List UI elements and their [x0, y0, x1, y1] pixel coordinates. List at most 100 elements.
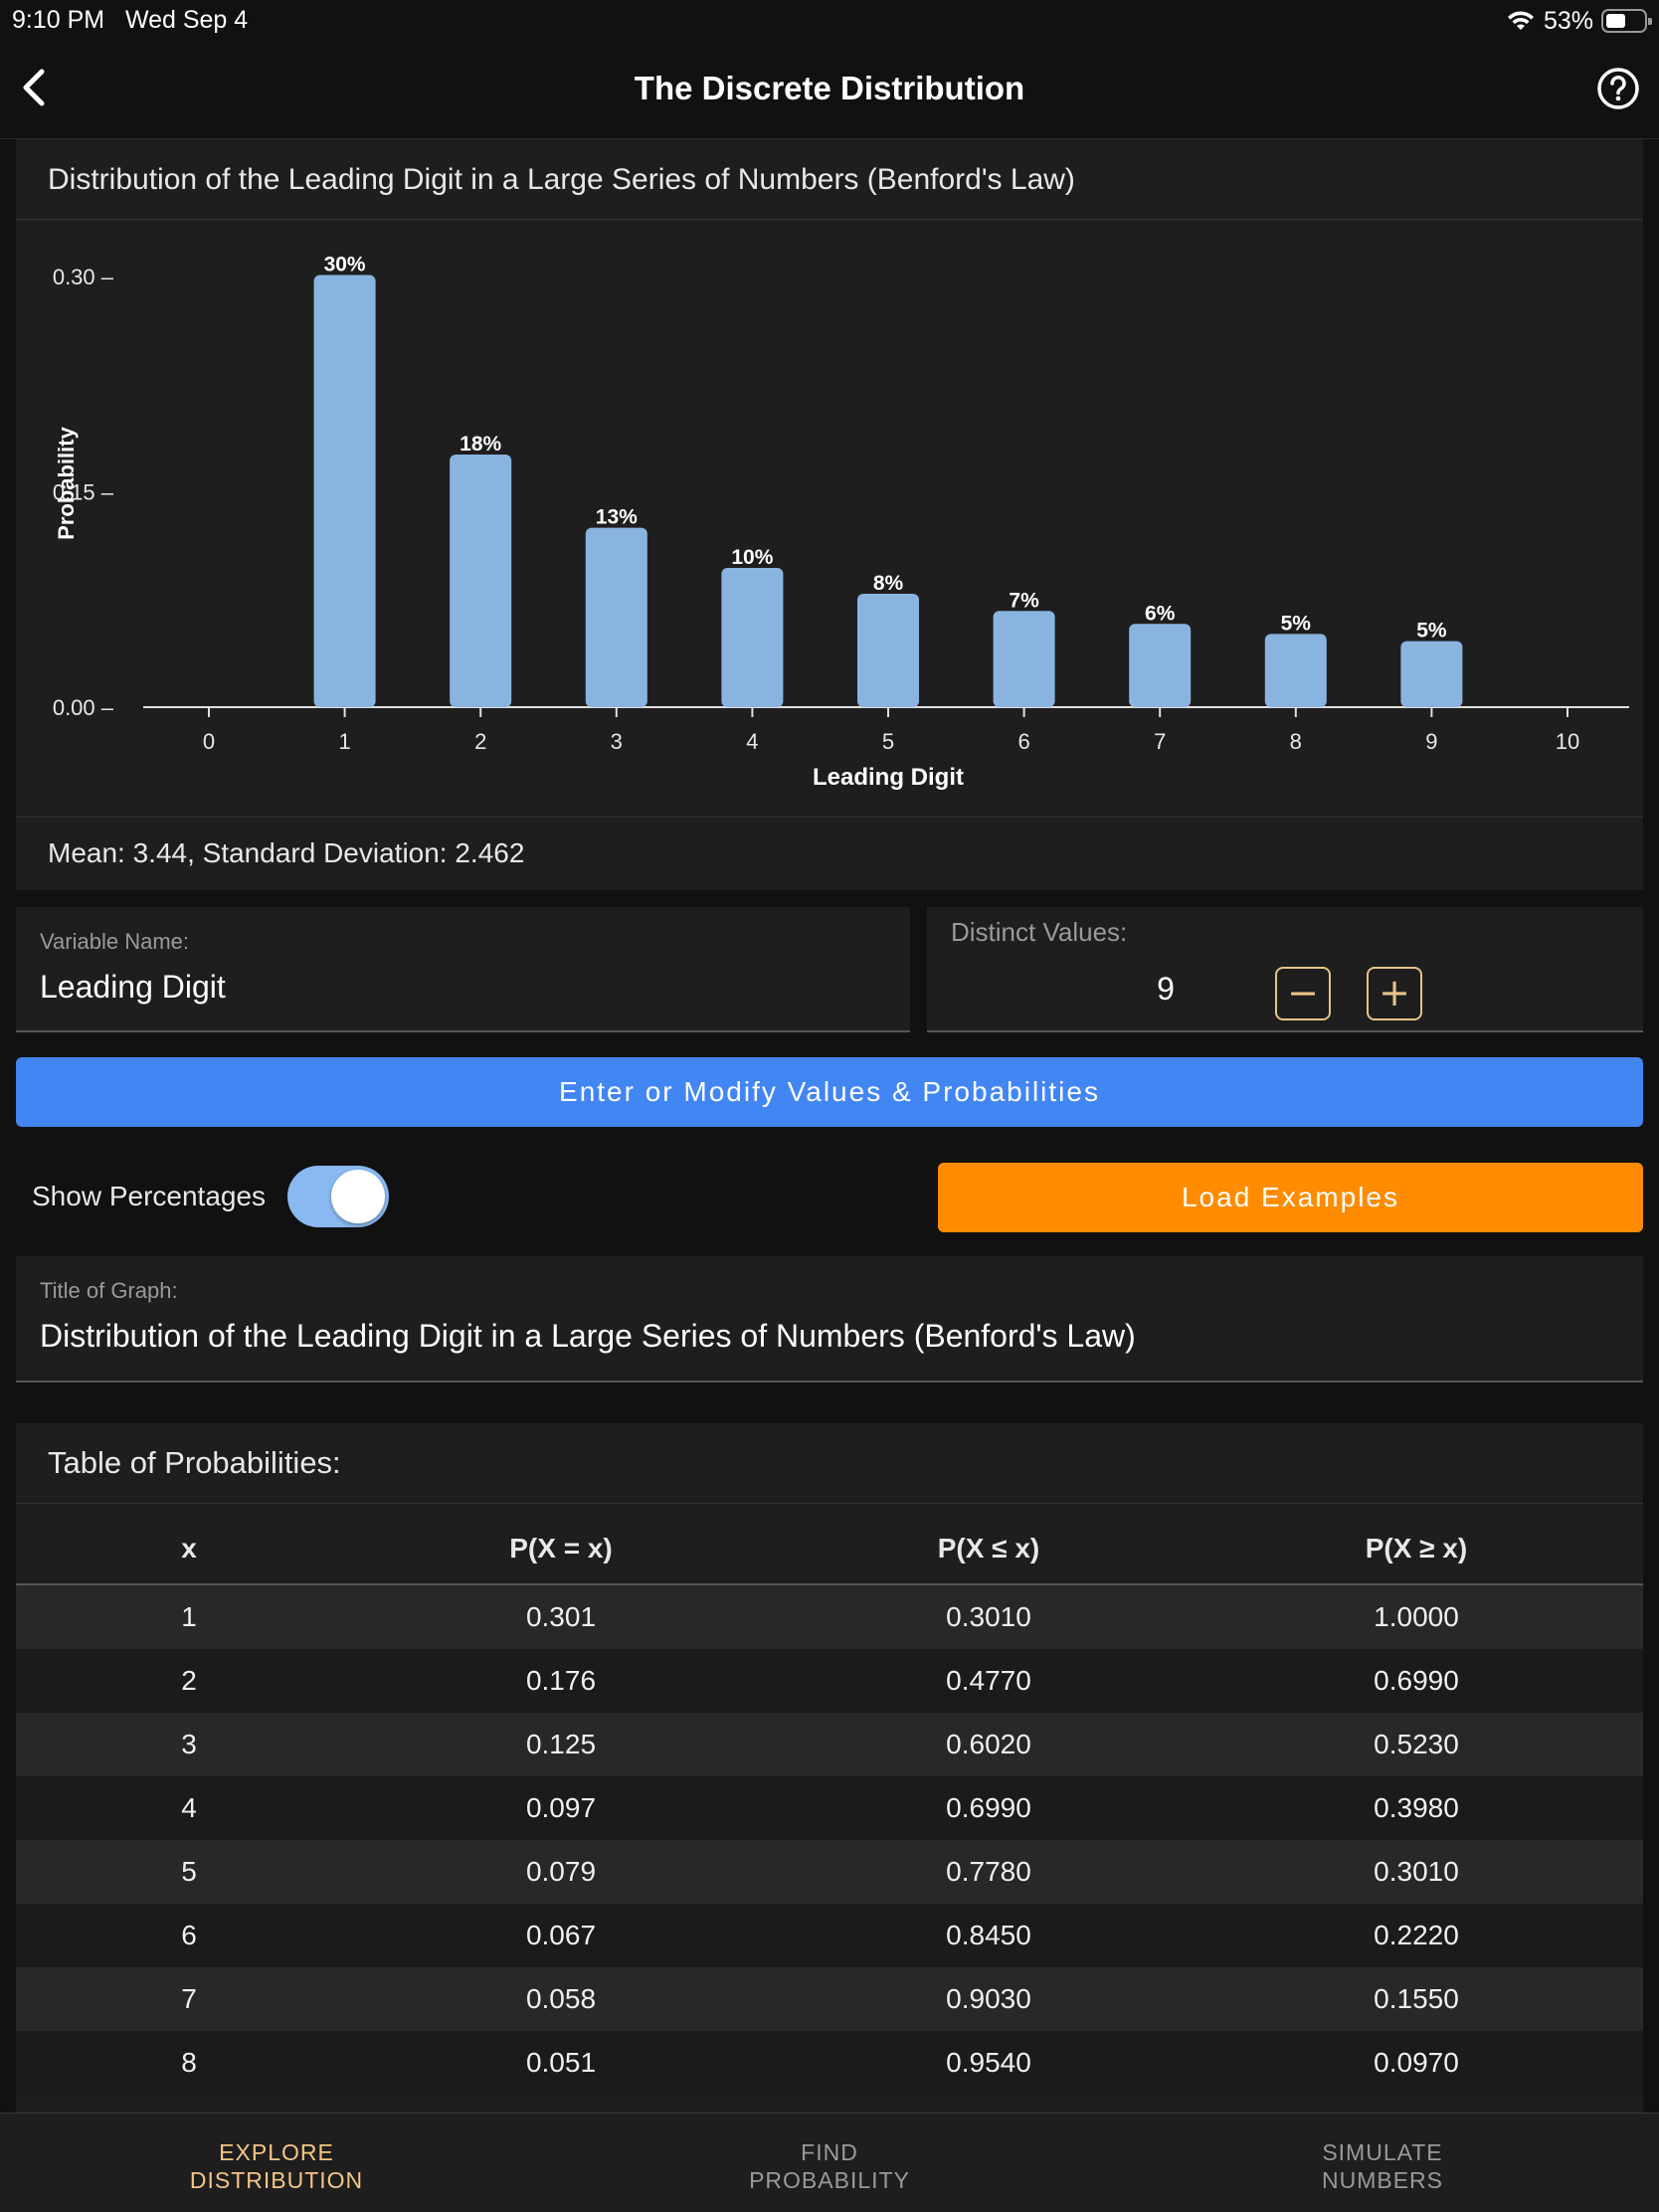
- table-cell: 0.176: [525, 1665, 597, 1696]
- status-date: Wed Sep 4: [124, 6, 249, 34]
- probability-table: Table of Probabilities: x P(X = x) P(X ≤…: [16, 1423, 1643, 2113]
- x-tick-label: 10: [1556, 729, 1579, 754]
- x-tick-label: 5: [882, 729, 894, 754]
- table-cell: 0.7780: [946, 1856, 1031, 1887]
- table-cell: 0.079: [525, 1856, 597, 1887]
- decrement-button[interactable]: −: [1275, 967, 1331, 1020]
- column-header: P(X = x): [509, 1533, 613, 1564]
- table-cell: 0.3980: [1374, 1792, 1459, 1823]
- x-axis-label: Leading Digit: [813, 764, 964, 791]
- bar-data-label: 10%: [731, 546, 773, 569]
- table-cell: 0.0970: [1374, 2047, 1459, 2078]
- column-header: P(X ≥ x): [1365, 1533, 1468, 1564]
- table-title: Table of Probabilities:: [48, 1445, 341, 1480]
- distinct-values-count: 9: [1157, 971, 1175, 1007]
- bar: [721, 567, 784, 707]
- variable-name-input[interactable]: Leading Digit: [40, 969, 226, 1005]
- table-cell: 0.6020: [946, 1729, 1031, 1759]
- graph-title-input[interactable]: Distribution of the Leading Digit in a L…: [40, 1318, 1136, 1354]
- table-row: 2 0.176 0.4770 0.6990: [16, 1649, 1643, 1713]
- chart-card: Distribution of the Leading Digit in a L…: [16, 139, 1643, 890]
- table-row: 7 0.058 0.9030 0.1550: [16, 1967, 1643, 2031]
- graph-title-label: Title of Graph:: [40, 1278, 178, 1303]
- table-row: 1 0.301 0.3010 1.0000: [16, 1585, 1643, 1649]
- bar-chart: 0.00 – 0.15 – 0.30 – 0 1 2 3 4 5 6 7 8 9 10 30% 18% 13% 1…: [53, 254, 1629, 791]
- variable-name-field[interactable]: Variable Name: Leading Digit: [16, 907, 910, 1032]
- x-tick-label: 7: [1154, 729, 1166, 754]
- table-cell: 0.2220: [1374, 1920, 1459, 1950]
- divider: [16, 1583, 1643, 1585]
- x-tick-label: 1: [338, 729, 350, 754]
- column-header: x: [181, 1533, 197, 1564]
- tab-bar: EXPLORE DISTRIBUTION FIND PROBABILITY SI…: [0, 2113, 1659, 2212]
- tab-find-probability[interactable]: FIND PROBABILITY: [553, 2114, 1106, 2212]
- bar: [1400, 641, 1463, 707]
- modify-values-button[interactable]: Enter or Modify Values & Probabilities: [16, 1057, 1643, 1127]
- table-cell: 3: [181, 1729, 197, 1759]
- wifi-icon: [1507, 11, 1534, 30]
- tab-label: EXPLORE: [219, 2139, 334, 2165]
- status-right: 53%: [1506, 6, 1652, 36]
- table-cell: 5: [181, 1856, 197, 1887]
- table-cell: 0.5230: [1374, 1729, 1459, 1759]
- status-time: 9:10 PM Wed Sep 4: [12, 6, 248, 35]
- bar-data-label: 30%: [324, 254, 366, 276]
- y-tick-label: 0.15 –: [53, 480, 114, 505]
- battery-icon: [1601, 9, 1652, 33]
- table-row: 5 0.079 0.7780 0.3010: [16, 1840, 1643, 1904]
- table-row: 4 0.097 0.6990 0.3980: [16, 1776, 1643, 1840]
- bar: [1129, 624, 1192, 707]
- table-cell: 0.9030: [946, 1983, 1031, 2014]
- tab-label: FIND: [801, 2139, 858, 2165]
- tab-label: NUMBERS: [1321, 2167, 1443, 2193]
- bar-data-label: 18%: [460, 433, 501, 456]
- table-row: 3 0.125 0.6020 0.5230: [16, 1713, 1643, 1776]
- table-cell: 0.125: [525, 1729, 597, 1759]
- table-cell: 7: [181, 1983, 197, 2014]
- distinct-values-field: Distinct Values: 9 − +: [927, 907, 1643, 1032]
- table-cell: 0.6990: [1374, 1665, 1459, 1696]
- tab-label: DISTRIBUTION: [189, 2167, 364, 2193]
- show-percentages-label: Show Percentages: [32, 1181, 267, 1211]
- divider: [16, 1503, 1643, 1504]
- graph-title-field[interactable]: Title of Graph: Distribution of the Lead…: [16, 1256, 1643, 1382]
- bar: [450, 454, 512, 707]
- tab-label: SIMULATE: [1322, 2139, 1443, 2165]
- column-header: P(X ≤ x): [937, 1533, 1040, 1564]
- divider: [16, 219, 1643, 220]
- chart-stats: Mean: 3.44, Standard Deviation: 2.462: [48, 837, 525, 868]
- table-cell: 0.301: [525, 1601, 597, 1632]
- table-cell: 0.051: [525, 2047, 597, 2078]
- table-cell: 0.1550: [1374, 1983, 1459, 2014]
- table-cell: 0.3010: [1374, 1856, 1459, 1887]
- bar-data-label: 5%: [1281, 612, 1312, 635]
- chevron-left-icon[interactable]: [12, 64, 60, 111]
- x-tick-label: 9: [1425, 729, 1437, 754]
- toggle-knob: [331, 1170, 385, 1223]
- load-examples-button[interactable]: Load Examples: [938, 1163, 1643, 1232]
- x-tick-label: 6: [1017, 729, 1029, 754]
- table-cell: 0.9540: [946, 2047, 1031, 2078]
- table-header: x P(X = x) P(X ≤ x) P(X ≥ x): [16, 1533, 1643, 1572]
- table-cell: 0.6990: [946, 1792, 1031, 1823]
- divider: [16, 817, 1643, 818]
- bar: [313, 275, 376, 707]
- status-clock: 9:10 PM: [12, 6, 105, 34]
- table-cell: 0.058: [525, 1983, 597, 2014]
- table-cell: 0.4770: [946, 1665, 1031, 1696]
- table-cell: 0.097: [525, 1792, 597, 1823]
- tab-simulate-numbers[interactable]: SIMULATE NUMBERS: [1106, 2114, 1659, 2212]
- bar: [993, 611, 1055, 707]
- help-circle-icon[interactable]: [1595, 66, 1641, 111]
- table-cell: 2: [181, 1665, 197, 1696]
- distinct-values-label: Distinct Values:: [951, 917, 1128, 947]
- bar: [585, 527, 647, 707]
- tab-explore-distribution[interactable]: EXPLORE DISTRIBUTION: [0, 2114, 553, 2212]
- table-cell: 0.067: [525, 1920, 597, 1950]
- x-tick-label: 0: [203, 729, 215, 754]
- increment-button[interactable]: +: [1367, 967, 1422, 1020]
- show-percentages-toggle[interactable]: [287, 1166, 389, 1227]
- battery-percent: 53%: [1543, 6, 1593, 35]
- y-tick-label: 0.00 –: [53, 695, 114, 720]
- tab-label: PROBABILITY: [749, 2167, 910, 2193]
